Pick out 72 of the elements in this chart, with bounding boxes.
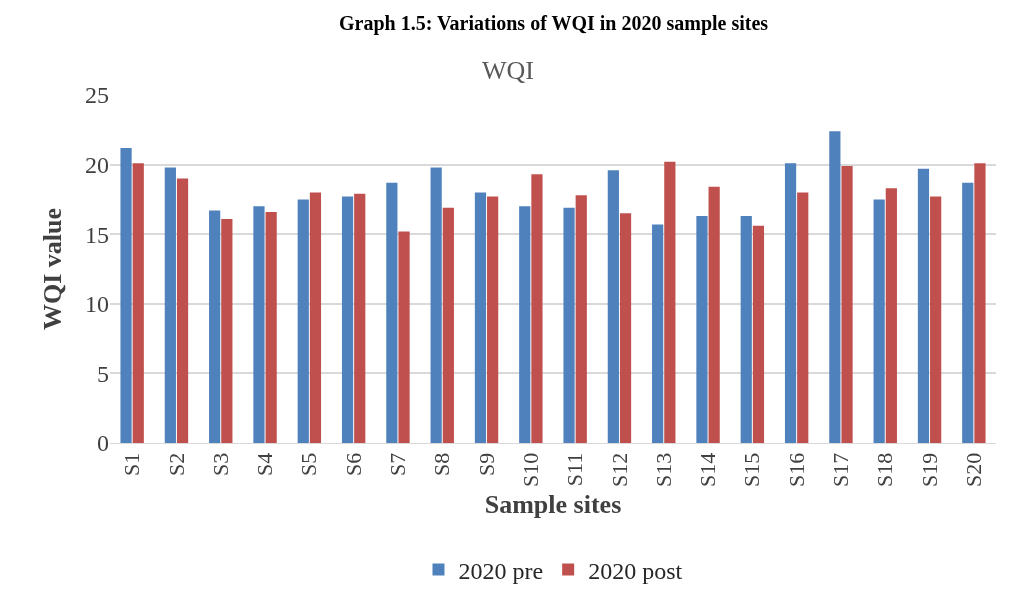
legend-label: 2020 pre bbox=[458, 557, 544, 584]
bar bbox=[575, 195, 587, 443]
bar bbox=[563, 207, 575, 443]
bar bbox=[297, 199, 309, 443]
bar bbox=[873, 199, 885, 443]
bar bbox=[797, 192, 809, 443]
x-tick-label: S11 bbox=[562, 452, 588, 487]
bar bbox=[221, 218, 233, 443]
bar bbox=[962, 182, 974, 443]
legend-label: 2020 post bbox=[588, 557, 683, 584]
bar bbox=[829, 131, 841, 443]
y-tick-label: 0 bbox=[97, 430, 109, 457]
x-tick-label: S9 bbox=[473, 452, 499, 477]
bar bbox=[132, 163, 144, 443]
bar bbox=[708, 186, 720, 443]
x-tick-label: S19 bbox=[916, 452, 942, 488]
bar bbox=[519, 206, 531, 443]
x-tick-label: S8 bbox=[429, 452, 455, 477]
x-tick-label: S17 bbox=[828, 452, 854, 488]
x-tick-label: S4 bbox=[252, 452, 278, 477]
x-tick-label: S6 bbox=[340, 452, 366, 477]
bar bbox=[752, 225, 765, 443]
x-tick-label: S2 bbox=[163, 452, 189, 477]
bar bbox=[740, 216, 752, 443]
x-tick-label: S20 bbox=[961, 452, 986, 488]
bar bbox=[885, 188, 897, 443]
x-axis-title: Sample sites bbox=[484, 489, 622, 519]
x-tick-label: S18 bbox=[872, 452, 898, 488]
bar bbox=[474, 192, 487, 443]
x-tick-label: S13 bbox=[650, 452, 676, 488]
bar bbox=[164, 167, 176, 443]
x-tick-label: S5 bbox=[296, 452, 322, 477]
bar bbox=[209, 210, 221, 443]
bar bbox=[607, 170, 619, 443]
bar bbox=[386, 182, 398, 443]
bar bbox=[398, 231, 410, 443]
bar bbox=[341, 196, 354, 443]
x-tick-label: S15 bbox=[739, 452, 765, 488]
y-tick-label: 25 bbox=[85, 82, 109, 109]
x-tick-label: S1 bbox=[119, 452, 145, 477]
bar bbox=[784, 163, 797, 443]
chart-title: WQI bbox=[482, 55, 534, 85]
bar bbox=[696, 216, 708, 443]
y-tick-label: 20 bbox=[85, 152, 109, 178]
x-tick-label: S3 bbox=[207, 452, 233, 477]
bar bbox=[930, 196, 942, 443]
bar bbox=[430, 167, 442, 443]
bar bbox=[176, 178, 189, 443]
x-tick-label: S7 bbox=[385, 452, 411, 477]
bar bbox=[487, 196, 499, 443]
x-tick-label: S16 bbox=[783, 452, 809, 488]
bar bbox=[974, 163, 986, 443]
bar bbox=[619, 213, 632, 443]
bar bbox=[652, 224, 664, 443]
x-tick-label: S12 bbox=[606, 452, 632, 488]
y-axis-title: WQI value bbox=[38, 207, 68, 331]
y-tick-label: 15 bbox=[85, 221, 109, 248]
y-tick-label: 10 bbox=[85, 291, 109, 318]
bar bbox=[354, 193, 366, 443]
y-tick-label: 5 bbox=[97, 360, 109, 387]
bar bbox=[265, 211, 277, 443]
x-tick-label: S14 bbox=[695, 452, 721, 488]
bar bbox=[309, 192, 322, 443]
bar bbox=[442, 207, 454, 443]
bar bbox=[120, 147, 132, 443]
bar bbox=[917, 168, 930, 443]
x-tick-label: S10 bbox=[518, 452, 543, 488]
caption: Graph 1.5: Variations of WQI in 2020 sample sites bbox=[339, 12, 769, 35]
bar bbox=[664, 161, 676, 443]
bar bbox=[253, 206, 265, 443]
bar bbox=[531, 174, 543, 443]
bar bbox=[841, 165, 853, 443]
